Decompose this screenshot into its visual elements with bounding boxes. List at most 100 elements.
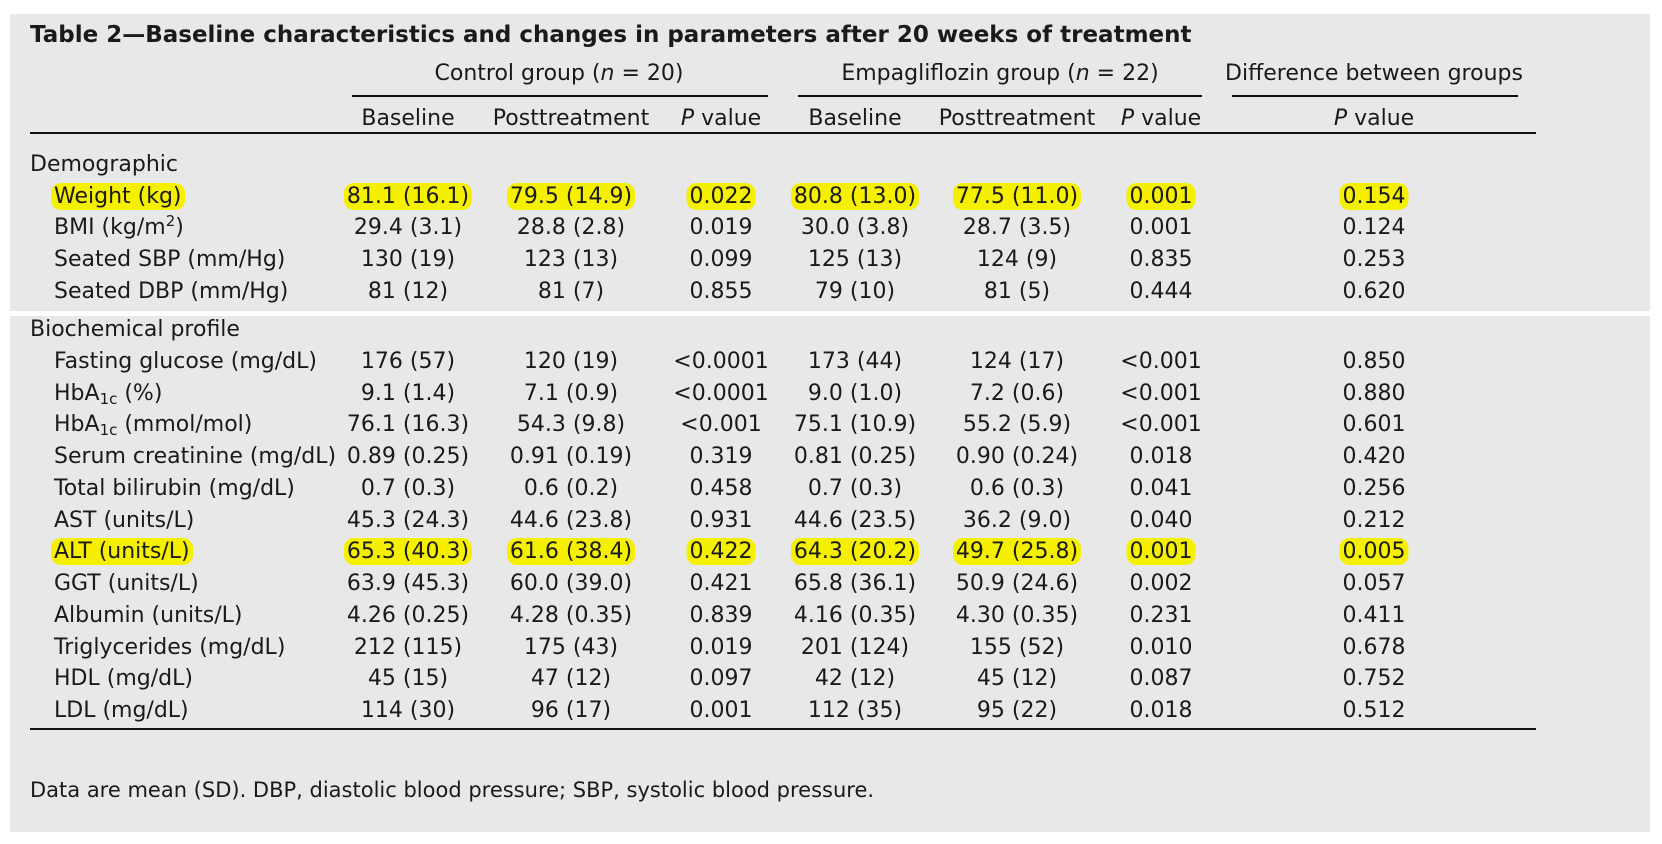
cell-empa-p-value: 0.835 (1129, 247, 1193, 272)
cell-control-posttreatment: 60.0 (39.0) (509, 571, 633, 596)
cell-difference-p-value: 0.850 (1342, 349, 1406, 374)
header-rule (30, 132, 1536, 134)
cell-empa-baseline: 75.1 (10.9) (793, 412, 917, 437)
row-label: Fasting glucose (mg/dL) (54, 349, 317, 374)
cell-control-baseline: 212 (115) (353, 635, 463, 660)
cell-control-p-value: 0.019 (689, 215, 753, 240)
cell-empa-posttreatment: 4.30 (0.35) (955, 603, 1079, 628)
cell-control-p-value: 0.422 (686, 538, 756, 565)
table-footnote: Data are mean (SD). DBP, diastolic blood… (30, 778, 875, 802)
difference-group-rule (1232, 95, 1518, 97)
row-label: AST (units/L) (54, 508, 195, 533)
cell-difference-p-value: 0.005 (1339, 538, 1409, 565)
cell-control-baseline: 45.3 (24.3) (346, 508, 470, 533)
cell-control-baseline: 9.1 (1.4) (360, 381, 456, 406)
cell-control-posttreatment: 54.3 (9.8) (516, 412, 626, 437)
cell-control-baseline: 0.89 (0.25) (346, 444, 470, 469)
difference-group-header: Difference between groups (1225, 61, 1523, 86)
cell-difference-p-value: 0.057 (1342, 571, 1406, 596)
column-header-difference-p-value: P value (1333, 106, 1415, 131)
section-biochemical-profile: Biochemical profile (30, 317, 240, 342)
row-label: Total bilirubin (mg/dL) (54, 476, 295, 501)
cell-empa-p-value: 0.001 (1126, 538, 1196, 565)
cell-control-posttreatment: 0.91 (0.19) (509, 444, 633, 469)
cell-empa-baseline: 173 (44) (807, 349, 903, 374)
cell-difference-p-value: 0.420 (1342, 444, 1406, 469)
cell-control-p-value: <0.0001 (673, 381, 769, 406)
section-divider (10, 311, 1650, 316)
cell-empa-posttreatment: 50.9 (24.6) (955, 571, 1079, 596)
cell-empa-baseline: 9.0 (1.0) (807, 381, 903, 406)
cell-difference-p-value: 0.256 (1342, 476, 1406, 501)
row-label: HbA1c (%) (54, 381, 163, 408)
control-group-header: Control group (n = 20) (434, 61, 684, 86)
cell-control-p-value: 0.839 (689, 603, 753, 628)
cell-empa-baseline: 79 (10) (814, 279, 896, 304)
row-label: HbA1c (mmol/mol) (54, 412, 253, 439)
cell-empa-p-value: 0.018 (1129, 444, 1193, 469)
cell-empa-posttreatment: 155 (52) (969, 635, 1065, 660)
cell-difference-p-value: 0.124 (1342, 215, 1406, 240)
cell-empa-posttreatment: 77.5 (11.0) (952, 183, 1082, 210)
column-header-control-posttreatment: Posttreatment (492, 106, 650, 131)
row-label: Triglycerides (mg/dL) (54, 635, 286, 660)
cell-empa-posttreatment: 95 (22) (976, 698, 1058, 723)
cell-control-posttreatment: 4.28 (0.35) (509, 603, 633, 628)
empagliflozin-group-header: Empagliflozin group (n = 22) (841, 61, 1159, 86)
cell-control-p-value: 0.458 (689, 476, 753, 501)
cell-empa-p-value: <0.001 (1120, 349, 1202, 374)
cell-empa-posttreatment: 55.2 (5.9) (962, 412, 1072, 437)
cell-empa-baseline: 44.6 (23.5) (793, 508, 917, 533)
cell-empa-posttreatment: 36.2 (9.0) (962, 508, 1072, 533)
cell-empa-baseline: 125 (13) (807, 247, 903, 272)
cell-difference-p-value: 0.601 (1342, 412, 1406, 437)
cell-empa-posttreatment: 49.7 (25.8) (952, 538, 1082, 565)
cell-control-baseline: 45 (15) (367, 666, 449, 691)
row-label: Seated DBP (mm/Hg) (54, 279, 289, 304)
bottom-rule (30, 728, 1536, 730)
cell-difference-p-value: 0.212 (1342, 508, 1406, 533)
cell-empa-baseline: 0.7 (0.3) (807, 476, 903, 501)
cell-difference-p-value: 0.620 (1342, 279, 1406, 304)
cell-empa-posttreatment: 81 (5) (983, 279, 1051, 304)
cell-difference-p-value: 0.411 (1342, 603, 1406, 628)
cell-empa-baseline: 0.81 (0.25) (793, 444, 917, 469)
cell-control-baseline: 65.3 (40.3) (343, 538, 473, 565)
cell-difference-p-value: 0.880 (1342, 381, 1406, 406)
cell-empa-baseline: 4.16 (0.35) (793, 603, 917, 628)
column-header-control-baseline: Baseline (361, 106, 455, 131)
cell-control-baseline: 130 (19) (360, 247, 456, 272)
cell-empa-baseline: 30.0 (3.8) (800, 215, 910, 240)
cell-empa-p-value: 0.001 (1126, 183, 1196, 210)
cell-empa-p-value: 0.040 (1129, 508, 1193, 533)
cell-empa-p-value: 0.001 (1129, 215, 1193, 240)
cell-control-baseline: 29.4 (3.1) (353, 215, 463, 240)
cell-empa-p-value: 0.041 (1129, 476, 1193, 501)
cell-control-posttreatment: 175 (43) (523, 635, 619, 660)
row-label: Weight (kg) (51, 183, 185, 210)
cell-control-p-value: 0.001 (689, 698, 753, 723)
cell-control-posttreatment: 120 (19) (523, 349, 619, 374)
cell-control-posttreatment: 123 (13) (523, 247, 619, 272)
cell-difference-p-value: 0.154 (1339, 183, 1409, 210)
cell-control-p-value: 0.421 (689, 571, 753, 596)
cell-empa-posttreatment: 0.90 (0.24) (955, 444, 1079, 469)
cell-control-posttreatment: 61.6 (38.4) (506, 538, 636, 565)
cell-empa-baseline: 80.8 (13.0) (790, 183, 920, 210)
cell-control-baseline: 81.1 (16.1) (343, 183, 473, 210)
column-header-empa-baseline: Baseline (808, 106, 902, 131)
cell-control-p-value: 0.019 (689, 635, 753, 660)
cell-empa-posttreatment: 124 (9) (976, 247, 1058, 272)
row-label: ALT (units/L) (51, 538, 193, 565)
cell-control-baseline: 63.9 (45.3) (346, 571, 470, 596)
row-label: BMI (kg/m2) (54, 212, 184, 240)
cell-control-p-value: 0.022 (686, 183, 756, 210)
cell-empa-p-value: 0.018 (1129, 698, 1193, 723)
cell-empa-p-value: 0.002 (1129, 571, 1193, 596)
section-demographic: Demographic (30, 152, 178, 177)
cell-empa-baseline: 42 (12) (814, 666, 896, 691)
cell-difference-p-value: 0.678 (1342, 635, 1406, 660)
cell-control-p-value: 0.097 (689, 666, 753, 691)
column-header-empa-p-value: P value (1120, 106, 1202, 131)
cell-control-p-value: 0.855 (689, 279, 753, 304)
